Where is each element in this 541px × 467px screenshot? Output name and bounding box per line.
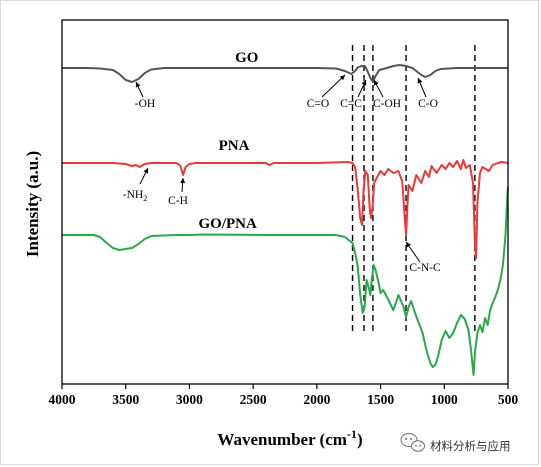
series-line-pna (62, 159, 509, 259)
x-axis-title-close: ) (357, 430, 363, 449)
series-label-pna: PNA (219, 138, 250, 154)
annotation-label-c-n-c: C-N-C (409, 262, 441, 274)
x-tick-label-4000: 4000 (49, 392, 76, 407)
series-line-go (62, 64, 508, 83)
annotation-label-c-o: C-O (418, 98, 438, 110)
axes-box (61, 19, 509, 385)
x-tick-label-3500: 3500 (112, 392, 139, 407)
x-tick-label-1500: 1500 (367, 392, 394, 407)
series-line-gopna (62, 186, 509, 376)
annotation-arrowhead-c-n-c (406, 242, 411, 248)
annotation-arrowhead--nh (143, 168, 148, 174)
annotation-arrowhead-c-oh (374, 80, 379, 86)
x-tick-label-3000: 3000 (176, 392, 203, 407)
y-axis-title: Intensity (a.u.) (23, 151, 42, 257)
series-label-go: GO (235, 50, 258, 66)
annotation-arrowhead-c-c (361, 80, 367, 86)
series-label-gopna: GO/PNA (198, 216, 256, 232)
annotation-label--oh: -OH (135, 98, 155, 110)
annotation-label-c-h: C-H (168, 195, 188, 207)
annotation-arrowhead-c-o (339, 75, 345, 81)
x-axis-title-text: Wavenumber (cm (217, 430, 347, 449)
annotation-label-c-o: C=O (307, 98, 329, 110)
x-axis-ticks: 4000 3500 3000 2500 2000 1500 1000 500 (49, 384, 519, 407)
x-tick-label-2500: 2500 (240, 392, 267, 407)
annotation-arrowhead-c-h (180, 178, 186, 184)
watermark-text: 材料分析与应用 (430, 439, 511, 453)
annotation-label--nh: -NH2 (123, 189, 147, 203)
x-axis-title-sup: -1 (347, 427, 357, 441)
wechat-icon (400, 433, 425, 452)
annotation-arrowhead-c-o (417, 78, 423, 84)
watermark: 材料分析与应用 (400, 433, 511, 453)
annotation-label-c-c: C=C (340, 98, 362, 110)
annotation-label-c-oh: C-OH (373, 98, 401, 110)
annotation-arrow-c-o (321, 74, 346, 98)
x-tick-label-500: 500 (498, 392, 519, 407)
x-axis-title: Wavenumber (cm-1) (217, 427, 362, 449)
x-tick-label-2000: 2000 (303, 392, 330, 407)
annotation-arrowhead--oh (135, 82, 141, 88)
plot-area: GO PNA GO/PNA -OH C=O C=C C-OH C-O -NH2 C-H C-N-C (62, 45, 509, 376)
x-tick-label-1000: 1000 (431, 392, 458, 407)
